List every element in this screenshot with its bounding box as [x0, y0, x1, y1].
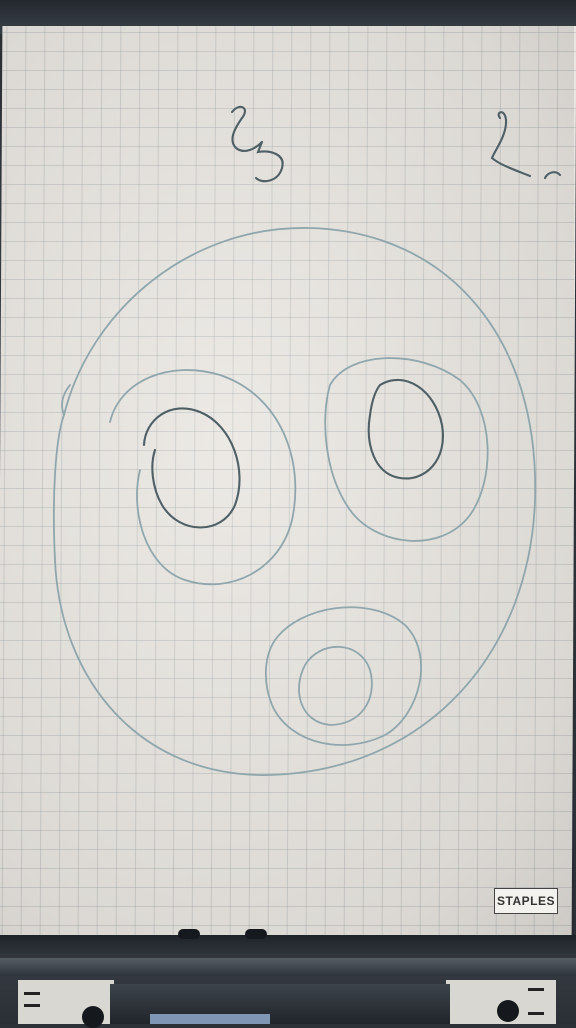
tray-tick: [528, 988, 544, 991]
paper-clip-right: [245, 929, 267, 939]
left-inner-circle: [142, 407, 241, 529]
right-ring: [324, 357, 489, 542]
tray-lip: [0, 958, 576, 976]
handwriting-right: [490, 111, 562, 180]
outer-circle: [52, 227, 536, 776]
tray-tick: [24, 992, 40, 995]
staples-logo: STAPLES: [494, 888, 558, 914]
left-ring: [109, 369, 297, 586]
tray-tick: [24, 1004, 40, 1007]
outer-circle-overlap: [61, 384, 71, 416]
tray-hole-left: [82, 1006, 104, 1028]
bottom-ring: [264, 606, 422, 746]
tray-tick: [528, 1012, 544, 1015]
bottom-inner-circle: [298, 645, 373, 726]
handwriting-left: [230, 105, 284, 183]
paper-clip-left: [178, 929, 200, 939]
right-inner-circle: [367, 379, 445, 480]
tray-hole-right: [497, 1000, 519, 1022]
tray-sticker: [150, 1014, 270, 1024]
